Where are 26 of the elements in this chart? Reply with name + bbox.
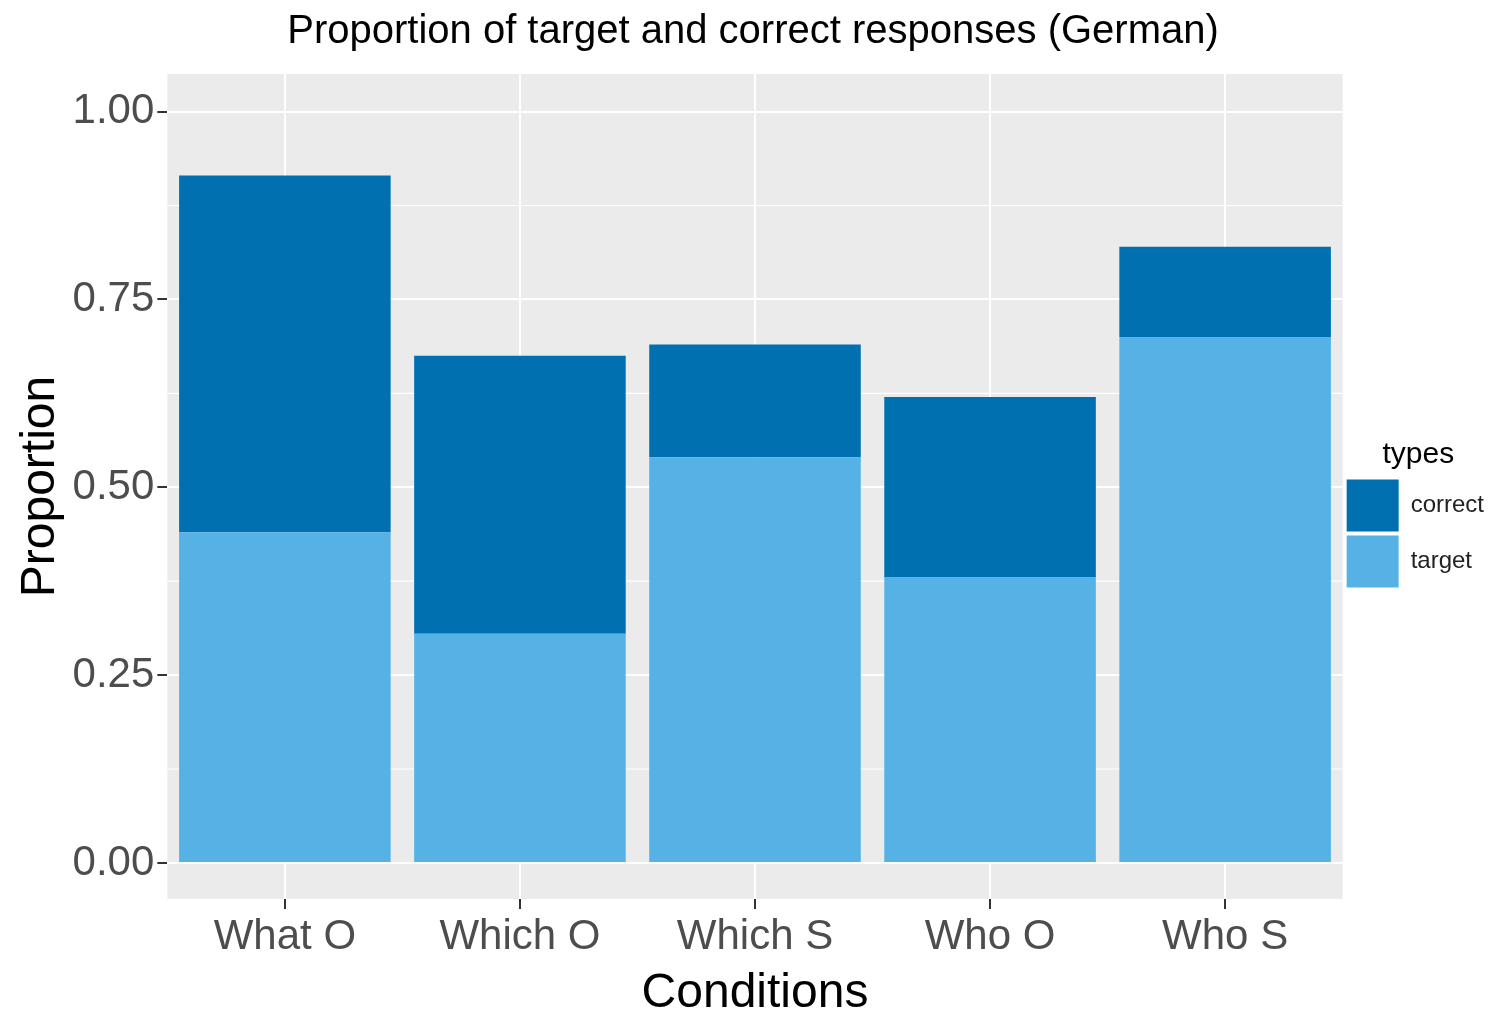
- bar: [649, 344, 861, 458]
- y-tick-label: 0.25: [72, 648, 155, 696]
- x-tick-label: Which O: [439, 910, 601, 958]
- x-axis-title: Conditions: [641, 964, 869, 1018]
- y-tick-label: 0.75: [72, 272, 155, 320]
- x-tick-label: Who S: [1162, 910, 1289, 958]
- bar: [1119, 336, 1331, 862]
- bar: [414, 633, 626, 862]
- y-tick-label: 1.00: [72, 85, 155, 133]
- y-axis-title: Proportion: [11, 375, 65, 598]
- x-tick-label: Who O: [924, 910, 1056, 958]
- chart-title: Proportion of target and correct responses (German): [287, 7, 1219, 52]
- x-tick-label: What O: [213, 910, 357, 958]
- x-tick-label: Which S: [676, 910, 834, 958]
- bar: [649, 457, 861, 862]
- legend-title: types: [1382, 435, 1455, 469]
- bar: [179, 175, 391, 533]
- legend-label: target: [1410, 546, 1473, 574]
- legend-label: correct: [1410, 490, 1485, 518]
- bar: [179, 532, 391, 862]
- bar: [414, 355, 626, 634]
- bar: [884, 397, 1096, 578]
- bar: [884, 577, 1096, 862]
- bar: [1119, 246, 1331, 337]
- y-tick-label: 0.50: [72, 460, 155, 508]
- y-tick-label: 0.00: [72, 836, 155, 884]
